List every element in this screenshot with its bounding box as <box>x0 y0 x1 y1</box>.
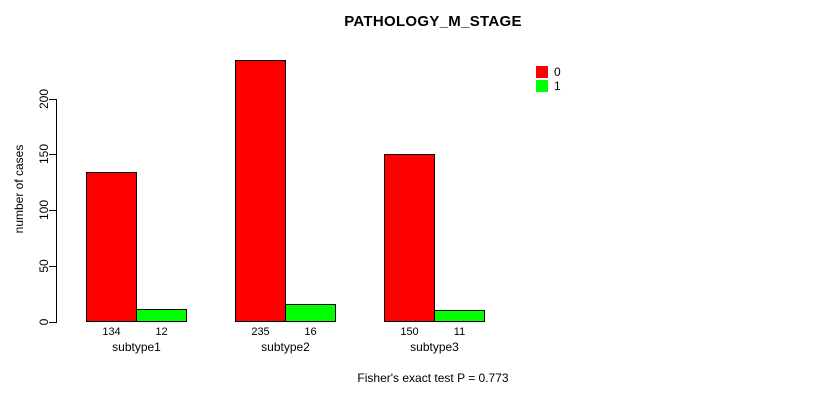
y-axis-tick <box>49 322 56 323</box>
category-label-subtype3: subtype3 <box>410 340 459 354</box>
bar-value-label-subtype1-1: 12 <box>155 326 168 338</box>
y-axis-line <box>56 99 57 323</box>
legend-swatch-0 <box>536 65 548 78</box>
y-axis-tick-label-text: 150 <box>37 143 51 165</box>
legend-item-1: 1 <box>536 79 561 92</box>
category-label-subtype2: subtype2 <box>261 340 310 354</box>
y-axis-tick-label-text: 100 <box>37 199 51 221</box>
legend-swatch-1 <box>536 79 548 92</box>
legend-item-0: 0 <box>536 65 561 78</box>
y-axis-tick <box>49 266 56 267</box>
bar-subtype2-0 <box>235 60 286 322</box>
bar-subtype3-0 <box>384 154 435 322</box>
y-axis-tick-label-text: 0 <box>37 318 51 326</box>
legend-label-0: 0 <box>554 64 561 79</box>
bar-subtype1-1 <box>136 309 187 322</box>
bar-value-label-subtype3-0: 150 <box>400 326 419 338</box>
y-axis-tick <box>49 154 56 155</box>
bar-value-label-subtype1-0: 134 <box>102 326 121 338</box>
bar-subtype2-1 <box>285 304 336 322</box>
bar-subtype3-1 <box>434 310 485 322</box>
bar-value-label-subtype3-1: 11 <box>453 326 466 338</box>
bar-value-label-subtype2-1: 16 <box>304 326 317 338</box>
y-axis-tick-label-text: 50 <box>37 259 51 273</box>
category-label-subtype1: subtype1 <box>112 340 161 354</box>
bar-subtype1-0 <box>86 172 137 322</box>
y-axis-tick <box>49 210 56 211</box>
legend-label-1: 1 <box>554 78 561 93</box>
fisher-test-annotation: Fisher's exact test P = 0.773 <box>357 371 509 385</box>
bar-value-label-subtype2-0: 235 <box>251 326 270 338</box>
y-axis-tick <box>49 99 56 100</box>
chart-title: PATHOLOGY_M_STAGE <box>344 13 522 30</box>
y-axis-tick-label-text: 200 <box>37 88 51 110</box>
